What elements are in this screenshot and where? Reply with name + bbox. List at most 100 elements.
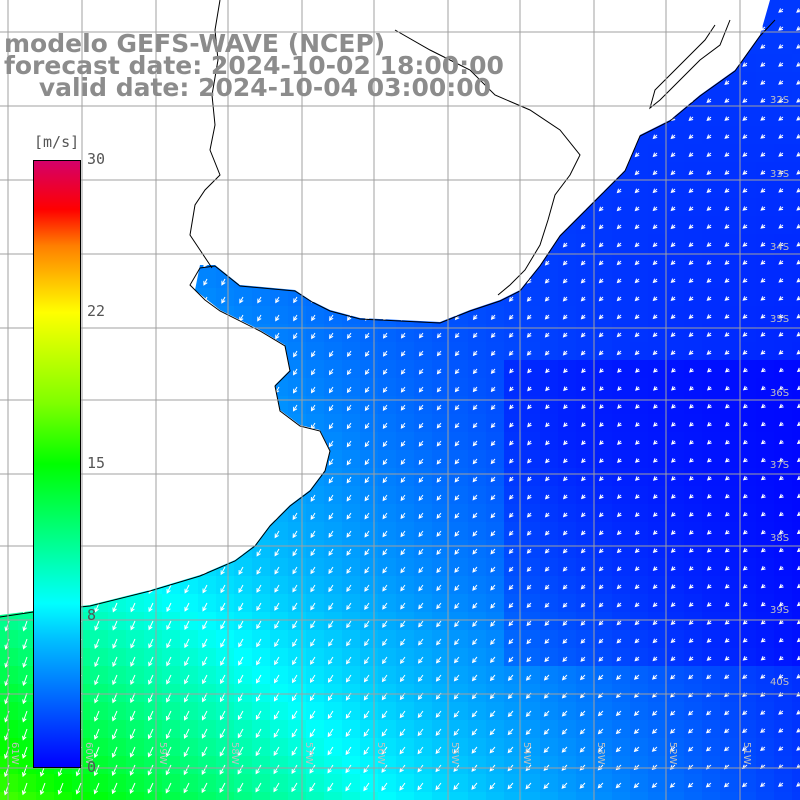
wind-arrow: [760, 655, 766, 661]
wind-arrow: [436, 386, 442, 393]
wind-arrow: [436, 350, 442, 357]
wind-arrow: [615, 728, 622, 735]
wind-arrow: [652, 188, 658, 194]
wind-arrow: [274, 530, 280, 539]
wind-arrow: [796, 367, 800, 373]
wind-arrow: [580, 242, 586, 248]
field-cell: [522, 792, 540, 800]
wind-arrow: [291, 728, 298, 738]
wind-arrow: [580, 260, 586, 266]
wind-arrow: [148, 692, 154, 703]
wind-arrow: [237, 728, 244, 739]
wind-arrow: [760, 152, 766, 157]
wind-arrow: [669, 746, 676, 752]
field-cell: [414, 792, 432, 800]
wind-arrow: [490, 512, 496, 519]
wind-arrow: [165, 782, 172, 794]
wind-arrow: [400, 512, 406, 520]
wind-arrow: [670, 422, 676, 427]
field-cell: [792, 756, 800, 774]
wind-arrow: [526, 620, 532, 627]
wind-arrow: [93, 782, 100, 795]
wind-arrow: [220, 656, 226, 666]
wind-arrow: [778, 493, 784, 499]
wind-arrow: [327, 782, 334, 792]
wind-arrow: [508, 620, 514, 627]
wind-arrow: [508, 476, 514, 482]
wind-arrow: [634, 602, 640, 608]
wind-arrow: [688, 260, 694, 265]
wind-arrow: [706, 656, 712, 661]
wind-arrow: [778, 26, 784, 31]
wind-arrow: [22, 620, 28, 632]
wind-arrow: [490, 350, 496, 357]
wind-arrow: [760, 565, 766, 571]
wind-arrow: [778, 421, 784, 427]
wind-arrow: [580, 656, 586, 662]
wind-arrow: [545, 440, 550, 446]
wind-arrow: [526, 548, 532, 554]
wind-arrow: [345, 746, 352, 756]
wind-arrow: [346, 368, 352, 376]
wind-arrow: [652, 296, 658, 302]
wind-arrow: [563, 458, 568, 464]
wind-arrow: [760, 674, 766, 679]
wind-arrow: [509, 458, 514, 464]
wind-arrow: [760, 224, 766, 229]
wind-arrow: [21, 746, 28, 759]
field-cell: [648, 792, 666, 800]
wind-arrow: [688, 494, 694, 499]
field-cell: [486, 792, 504, 800]
wind-arrow: [309, 728, 316, 738]
wind-arrow: [615, 710, 622, 717]
wind-arrow: [724, 278, 730, 283]
wind-arrow: [327, 764, 334, 774]
field-cell: [252, 792, 270, 800]
wind-arrow: [364, 638, 370, 647]
wind-arrow: [293, 314, 298, 322]
wind-arrow: [310, 620, 316, 629]
field-cell: [432, 792, 450, 800]
wind-arrow: [705, 728, 712, 734]
wind-arrow: [706, 584, 712, 589]
wind-arrow: [22, 692, 28, 705]
wind-arrow: [453, 656, 460, 664]
field-cell: [792, 450, 800, 468]
wind-arrow: [688, 602, 694, 607]
wind-arrow: [562, 278, 568, 284]
wind-arrow: [525, 728, 532, 736]
wind-arrow: [670, 602, 676, 607]
lat-label: 37S: [770, 460, 789, 471]
wind-arrow: [617, 458, 622, 463]
wind-arrow: [742, 296, 748, 301]
wind-arrow: [579, 764, 586, 771]
wind-arrow: [436, 440, 442, 447]
wind-arrow: [778, 152, 784, 157]
wind-arrow: [291, 746, 298, 756]
wind-arrow: [580, 530, 586, 536]
wind-arrow: [778, 655, 784, 661]
wind-arrow: [688, 530, 694, 535]
wind-arrow: [706, 278, 712, 283]
wind-arrow: [706, 638, 712, 643]
wind-arrow: [724, 314, 730, 319]
wind-arrow: [490, 530, 496, 537]
field-cell: [36, 792, 54, 800]
wind-arrow: [220, 566, 226, 576]
wind-arrow: [742, 619, 748, 625]
wind-arrow: [796, 583, 800, 589]
wind-arrow: [400, 494, 406, 502]
wind-arrow: [760, 457, 766, 463]
wind-arrow: [527, 440, 532, 446]
wind-arrow: [346, 512, 352, 520]
wind-arrow: [328, 602, 334, 611]
field-cell: [792, 36, 800, 54]
wind-arrow: [760, 188, 766, 193]
wind-arrow: [237, 710, 244, 721]
field-cell: [468, 792, 486, 800]
wind-arrow: [418, 530, 424, 538]
wind-arrow: [563, 476, 568, 482]
wind-arrow: [310, 386, 316, 394]
wind-arrow: [454, 440, 460, 447]
wind-arrow: [201, 728, 208, 739]
